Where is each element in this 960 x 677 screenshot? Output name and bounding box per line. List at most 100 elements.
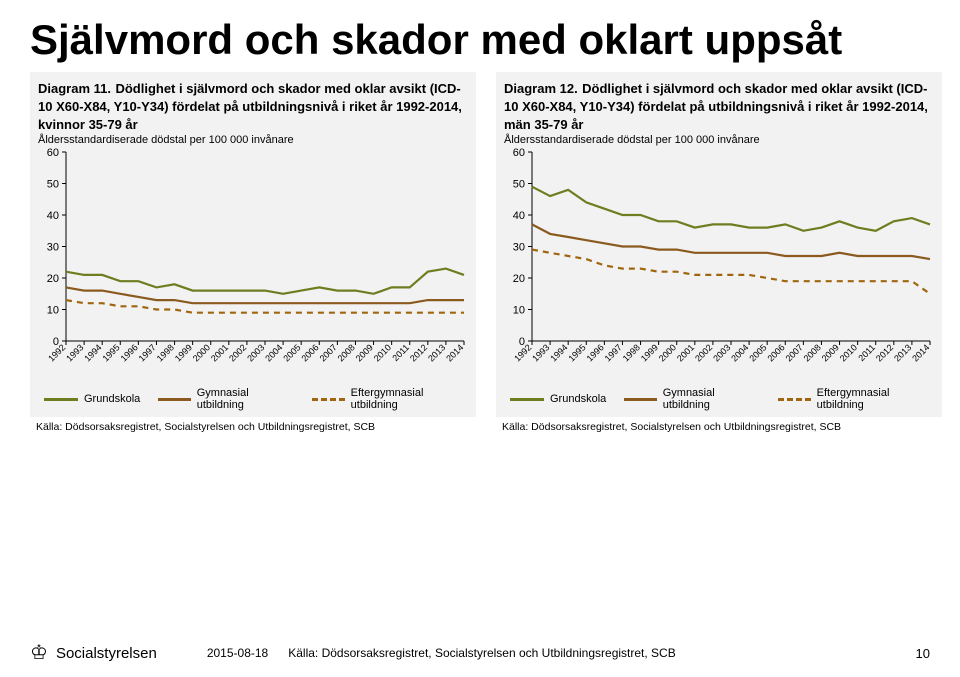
svg-text:1995: 1995 <box>100 342 121 363</box>
svg-text:2003: 2003 <box>245 342 266 363</box>
svg-text:2013: 2013 <box>892 342 913 363</box>
svg-text:1996: 1996 <box>119 342 140 363</box>
chart-right-subtitle: Åldersstandardiserade dödstal per 100 00… <box>504 134 934 146</box>
svg-text:2002: 2002 <box>693 342 714 363</box>
legend-label: Gymnasial utbildning <box>663 387 760 411</box>
chart-left-subtitle: Åldersstandardiserade dödstal per 100 00… <box>38 134 468 146</box>
legend-label: Grundskola <box>84 393 140 405</box>
legend-item: Grundskola <box>510 393 606 405</box>
chart-left: Diagram 11. Dödlighet i självmord och sk… <box>30 72 476 433</box>
legend-item: Eftergymnasial utbildning <box>312 387 468 411</box>
chart-right-box: Diagram 12. Dödlighet i självmord och sk… <box>496 72 942 417</box>
footer: ♔ Socialstyrelsen 2015-08-18 Källa: Döds… <box>30 643 930 663</box>
chart-right-svg: 0102030405060199219931994199519961997199… <box>504 148 934 373</box>
svg-text:1998: 1998 <box>621 342 642 363</box>
svg-text:2005: 2005 <box>747 342 768 363</box>
svg-text:1997: 1997 <box>137 342 158 363</box>
svg-text:10: 10 <box>513 305 525 317</box>
svg-text:1994: 1994 <box>548 342 569 363</box>
footer-page: 10 <box>916 646 930 661</box>
svg-text:2001: 2001 <box>209 342 230 363</box>
svg-text:2000: 2000 <box>657 342 678 363</box>
svg-text:2008: 2008 <box>802 342 823 363</box>
svg-text:1992: 1992 <box>512 342 533 363</box>
chart-left-source: Källa: Dödsorsaksregistret, Socialstyrel… <box>36 421 476 433</box>
legend-swatch <box>510 398 544 401</box>
svg-text:2010: 2010 <box>838 342 859 363</box>
svg-text:2004: 2004 <box>729 342 750 363</box>
svg-text:2005: 2005 <box>281 342 302 363</box>
chart-left-box: Diagram 11. Dödlighet i självmord och sk… <box>30 72 476 417</box>
svg-text:2001: 2001 <box>675 342 696 363</box>
svg-text:1992: 1992 <box>46 342 67 363</box>
svg-text:2008: 2008 <box>336 342 357 363</box>
svg-text:1998: 1998 <box>155 342 176 363</box>
svg-text:2014: 2014 <box>444 342 465 363</box>
chart-right: Diagram 12. Dödlighet i självmord och sk… <box>496 72 942 433</box>
legend-item: Grundskola <box>44 393 140 405</box>
svg-text:1996: 1996 <box>585 342 606 363</box>
chart-left-legend: Grundskola Gymnasial utbildning Eftergymna… <box>44 387 468 411</box>
chart-left-plot: 0102030405060199219931994199519961997199… <box>38 148 468 383</box>
footer-date: 2015-08-18 <box>207 646 268 660</box>
legend-label: Gymnasial utbildning <box>197 387 294 411</box>
svg-text:60: 60 <box>513 148 525 159</box>
legend-swatch <box>158 398 190 401</box>
svg-text:2011: 2011 <box>856 342 877 363</box>
svg-text:10: 10 <box>47 305 59 317</box>
svg-text:50: 50 <box>513 179 525 191</box>
svg-text:20: 20 <box>47 273 59 285</box>
svg-text:40: 40 <box>513 210 525 222</box>
svg-text:30: 30 <box>47 242 59 254</box>
svg-text:30: 30 <box>513 242 525 254</box>
svg-text:2013: 2013 <box>426 342 447 363</box>
legend-item: Gymnasial utbildning <box>624 387 760 411</box>
page-title: Självmord och skador med oklart uppsåt <box>30 18 930 62</box>
legend-swatch <box>624 398 656 401</box>
svg-text:1999: 1999 <box>173 342 194 363</box>
svg-text:2014: 2014 <box>910 342 931 363</box>
slide: Självmord och skador med oklart uppsåt D… <box>0 0 960 677</box>
svg-text:2011: 2011 <box>390 342 411 363</box>
chart-right-plot: 0102030405060199219931994199519961997199… <box>504 148 934 383</box>
legend-item: Eftergymnasial utbildning <box>778 387 934 411</box>
svg-text:2000: 2000 <box>191 342 212 363</box>
svg-text:2009: 2009 <box>820 342 841 363</box>
svg-text:2012: 2012 <box>408 342 429 363</box>
svg-text:1997: 1997 <box>603 342 624 363</box>
charts-row: Diagram 11. Dödlighet i självmord och sk… <box>30 72 930 433</box>
chart-right-source: Källa: Dödsorsaksregistret, Socialstyrel… <box>502 421 942 433</box>
svg-text:1993: 1993 <box>530 342 551 363</box>
svg-text:50: 50 <box>47 179 59 191</box>
chart-left-svg: 0102030405060199219931994199519961997199… <box>38 148 468 373</box>
svg-text:2006: 2006 <box>765 342 786 363</box>
svg-text:2007: 2007 <box>784 342 805 363</box>
legend-label: Grundskola <box>550 393 606 405</box>
org-name: Socialstyrelsen <box>56 645 157 662</box>
svg-text:2003: 2003 <box>711 342 732 363</box>
svg-text:2006: 2006 <box>299 342 320 363</box>
svg-text:1994: 1994 <box>82 342 103 363</box>
svg-text:2007: 2007 <box>318 342 339 363</box>
chart-left-label: Diagram 11. <box>38 81 111 96</box>
svg-text:60: 60 <box>47 148 59 159</box>
legend-swatch <box>778 398 810 401</box>
chart-right-legend: Grundskola Gymnasial utbildning Eftergymna… <box>510 387 934 411</box>
legend-label: Eftergymnasial utbildning <box>817 387 934 411</box>
legend-item: Gymnasial utbildning <box>158 387 294 411</box>
svg-text:2012: 2012 <box>874 342 895 363</box>
legend-label: Eftergymnasial utbildning <box>351 387 468 411</box>
svg-text:1999: 1999 <box>639 342 660 363</box>
svg-text:1993: 1993 <box>64 342 85 363</box>
svg-text:20: 20 <box>513 273 525 285</box>
svg-text:2010: 2010 <box>372 342 393 363</box>
svg-text:2004: 2004 <box>263 342 284 363</box>
svg-text:40: 40 <box>47 210 59 222</box>
legend-swatch <box>44 398 78 401</box>
legend-swatch <box>312 398 344 401</box>
svg-text:2002: 2002 <box>227 342 248 363</box>
footer-source: Källa: Dödsorsaksregistret, Socialstyrel… <box>288 646 895 660</box>
crown-icon: ♔ <box>30 643 48 663</box>
org-logo: ♔ Socialstyrelsen <box>30 643 157 663</box>
svg-text:1995: 1995 <box>566 342 587 363</box>
